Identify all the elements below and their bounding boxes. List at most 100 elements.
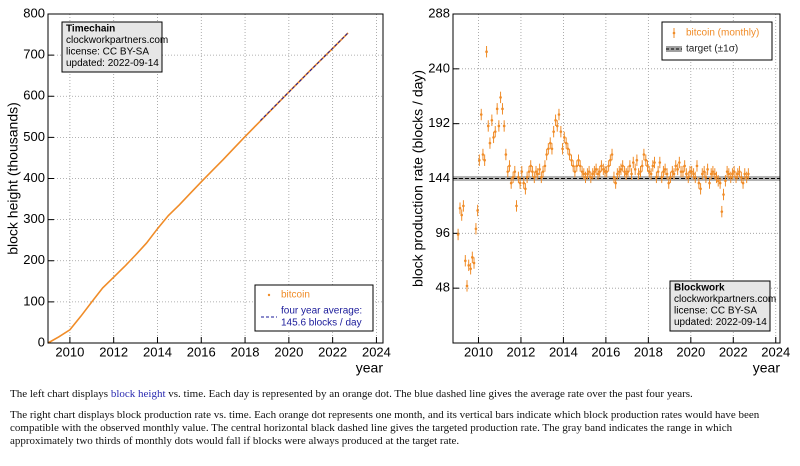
legend-marker — [267, 293, 271, 297]
point — [671, 170, 674, 173]
point — [706, 168, 709, 171]
point — [715, 176, 718, 179]
point — [617, 170, 621, 173]
point — [586, 172, 589, 176]
point — [644, 158, 648, 162]
point — [517, 176, 520, 179]
point — [462, 204, 465, 208]
point — [464, 259, 467, 263]
caption-link[interactable]: block height — [110, 388, 166, 400]
point — [536, 172, 540, 176]
x-tick-label: 2022 — [719, 344, 748, 359]
point — [685, 172, 688, 176]
legend-label: bitcoin (monthly) — [686, 28, 759, 39]
point — [479, 113, 483, 116]
x-tick-label: 2016 — [591, 344, 620, 359]
point — [690, 170, 693, 173]
point — [619, 168, 623, 171]
y-axis-label: block production rate (blocks / day) — [410, 70, 426, 287]
y-tick-label: 700 — [23, 47, 45, 62]
point — [587, 170, 591, 173]
point — [647, 170, 651, 173]
point — [621, 164, 624, 168]
point — [525, 176, 529, 179]
point — [633, 168, 637, 171]
point — [718, 181, 722, 185]
y-tick-label: 400 — [23, 170, 45, 185]
charts: 2010 2012 2014 2016 2018 2020 2022 2024 0 100 200 3… — [5, 5, 791, 375]
point — [674, 164, 678, 168]
point — [456, 233, 460, 236]
y-tick-label: 800 — [23, 5, 45, 20]
point — [693, 176, 697, 179]
info-text: updated: 2022-09-14 — [674, 317, 767, 328]
point — [725, 170, 729, 173]
x-tick-label: 2018 — [634, 344, 663, 359]
x-tick-label: 2012 — [506, 344, 535, 359]
point — [488, 141, 492, 145]
point — [656, 170, 660, 173]
point — [658, 161, 662, 164]
point — [504, 153, 508, 156]
point — [747, 172, 750, 176]
point — [624, 172, 628, 176]
point — [458, 206, 462, 210]
info-text: license: CC BY-SA — [66, 47, 149, 58]
point — [478, 158, 481, 162]
point — [460, 213, 464, 217]
chart: 2010 2012 2014 2016 2018 2020 2022 2024 0 100 200 3… — [5, 5, 391, 375]
caption-text: The left chart displays — [10, 388, 111, 400]
point — [472, 261, 476, 265]
plot-frame — [47, 13, 384, 344]
point — [529, 164, 533, 168]
point — [631, 161, 635, 164]
point — [578, 164, 582, 168]
point — [493, 130, 497, 133]
point — [531, 170, 534, 173]
point — [469, 267, 472, 271]
point — [524, 187, 527, 191]
point — [520, 170, 524, 173]
point — [513, 170, 517, 173]
point — [609, 158, 612, 162]
point — [575, 164, 579, 168]
chart: 2010 2012 2014 2016 2018 2020 2022 2024 48 96 144 1… — [410, 5, 791, 375]
point — [499, 96, 502, 99]
point — [554, 118, 557, 122]
point — [476, 209, 479, 212]
y-tick-label: 0 — [38, 334, 45, 349]
point — [591, 172, 595, 176]
point — [600, 164, 603, 168]
point — [700, 172, 704, 176]
caption-1: The left chart displays block height vs.… — [10, 388, 792, 401]
y-tick-label: 200 — [23, 252, 45, 267]
point — [702, 170, 706, 173]
x-tick-label: 2010 — [464, 344, 493, 359]
point — [566, 147, 570, 151]
point — [745, 176, 748, 179]
point — [676, 168, 679, 171]
point — [594, 168, 598, 171]
point — [732, 170, 736, 173]
y-tick-label: 600 — [23, 88, 45, 103]
point — [577, 158, 580, 162]
point — [543, 164, 547, 168]
point — [562, 136, 566, 139]
point — [483, 158, 486, 162]
point — [743, 172, 747, 176]
point — [471, 256, 474, 259]
point — [559, 130, 563, 133]
point — [593, 170, 596, 173]
point — [610, 153, 614, 156]
x-tick-label: 2020 — [676, 344, 705, 359]
x-tick-label: 2020 — [274, 344, 303, 359]
x-axis-label: year — [356, 360, 384, 376]
point — [614, 181, 617, 185]
plot-frame — [452, 13, 781, 344]
point — [736, 172, 740, 176]
point — [486, 124, 490, 128]
point — [550, 147, 554, 151]
point — [596, 172, 600, 176]
point — [637, 172, 640, 176]
